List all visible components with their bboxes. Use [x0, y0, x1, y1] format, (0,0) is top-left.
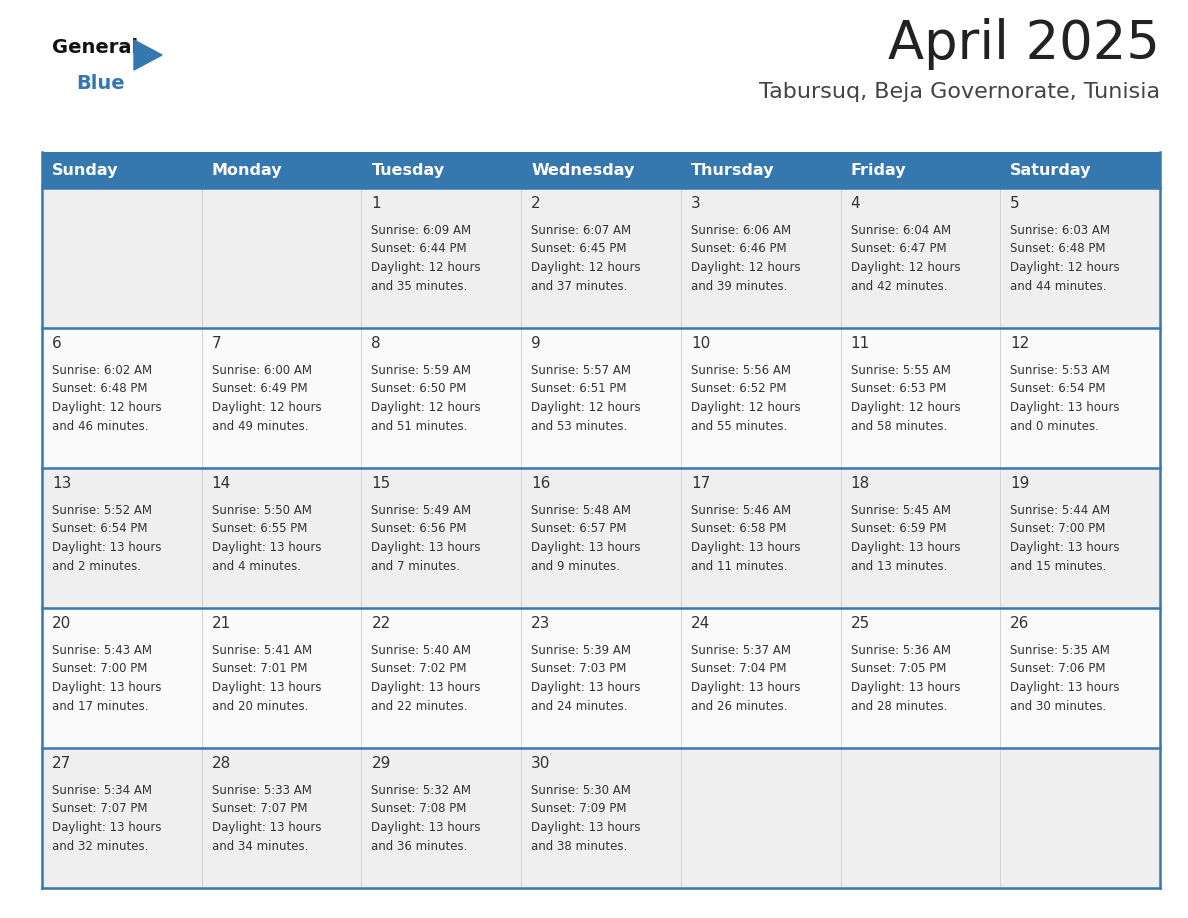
Bar [42, 608, 1159, 748]
Text: Sunrise: 5:39 AM
Sunset: 7:03 PM
Daylight: 13 hours
and 24 minutes.: Sunrise: 5:39 AM Sunset: 7:03 PM Dayligh… [531, 644, 640, 712]
Text: 19: 19 [1010, 476, 1030, 491]
Text: 5: 5 [1010, 196, 1020, 211]
Text: Sunrise: 5:35 AM
Sunset: 7:06 PM
Daylight: 13 hours
and 30 minutes.: Sunrise: 5:35 AM Sunset: 7:06 PM Dayligh… [1010, 644, 1120, 712]
Bar [42, 188, 1159, 328]
Text: 4: 4 [851, 196, 860, 211]
Bar [361, 152, 522, 188]
Text: 20: 20 [52, 616, 71, 631]
Text: Sunrise: 5:56 AM
Sunset: 6:52 PM
Daylight: 12 hours
and 55 minutes.: Sunrise: 5:56 AM Sunset: 6:52 PM Dayligh… [691, 364, 801, 432]
Text: General: General [52, 38, 138, 57]
Text: Sunrise: 5:33 AM
Sunset: 7:07 PM
Daylight: 13 hours
and 34 minutes.: Sunrise: 5:33 AM Sunset: 7:07 PM Dayligh… [211, 784, 321, 853]
Text: 9: 9 [531, 336, 541, 351]
Text: 3: 3 [691, 196, 701, 211]
Bar [42, 328, 1159, 468]
Bar [42, 748, 1159, 888]
Text: 12: 12 [1010, 336, 1030, 351]
Text: Sunrise: 6:06 AM
Sunset: 6:46 PM
Daylight: 12 hours
and 39 minutes.: Sunrise: 6:06 AM Sunset: 6:46 PM Dayligh… [691, 224, 801, 293]
Text: 30: 30 [531, 756, 550, 771]
Text: Sunrise: 5:50 AM
Sunset: 6:55 PM
Daylight: 13 hours
and 4 minutes.: Sunrise: 5:50 AM Sunset: 6:55 PM Dayligh… [211, 504, 321, 573]
Text: 23: 23 [531, 616, 550, 631]
Text: Sunrise: 5:34 AM
Sunset: 7:07 PM
Daylight: 13 hours
and 32 minutes.: Sunrise: 5:34 AM Sunset: 7:07 PM Dayligh… [52, 784, 162, 853]
Bar [681, 152, 841, 188]
Text: Sunrise: 5:44 AM
Sunset: 7:00 PM
Daylight: 13 hours
and 15 minutes.: Sunrise: 5:44 AM Sunset: 7:00 PM Dayligh… [1010, 504, 1120, 573]
Text: 28: 28 [211, 756, 230, 771]
Text: 22: 22 [372, 616, 391, 631]
Text: Sunrise: 5:52 AM
Sunset: 6:54 PM
Daylight: 13 hours
and 2 minutes.: Sunrise: 5:52 AM Sunset: 6:54 PM Dayligh… [52, 504, 162, 573]
Text: Sunrise: 5:46 AM
Sunset: 6:58 PM
Daylight: 13 hours
and 11 minutes.: Sunrise: 5:46 AM Sunset: 6:58 PM Dayligh… [691, 504, 801, 573]
Text: Sunday: Sunday [52, 162, 119, 177]
Bar [522, 152, 681, 188]
Text: Sunrise: 5:40 AM
Sunset: 7:02 PM
Daylight: 13 hours
and 22 minutes.: Sunrise: 5:40 AM Sunset: 7:02 PM Dayligh… [372, 644, 481, 712]
Text: 25: 25 [851, 616, 870, 631]
Text: 26: 26 [1010, 616, 1030, 631]
Text: Sunrise: 6:03 AM
Sunset: 6:48 PM
Daylight: 12 hours
and 44 minutes.: Sunrise: 6:03 AM Sunset: 6:48 PM Dayligh… [1010, 224, 1120, 293]
Text: Sunrise: 6:02 AM
Sunset: 6:48 PM
Daylight: 12 hours
and 46 minutes.: Sunrise: 6:02 AM Sunset: 6:48 PM Dayligh… [52, 364, 162, 432]
Text: April 2025: April 2025 [889, 18, 1159, 70]
Text: 29: 29 [372, 756, 391, 771]
Text: Sunrise: 5:59 AM
Sunset: 6:50 PM
Daylight: 12 hours
and 51 minutes.: Sunrise: 5:59 AM Sunset: 6:50 PM Dayligh… [372, 364, 481, 432]
Text: 16: 16 [531, 476, 550, 491]
Text: 15: 15 [372, 476, 391, 491]
Text: Sunrise: 6:00 AM
Sunset: 6:49 PM
Daylight: 12 hours
and 49 minutes.: Sunrise: 6:00 AM Sunset: 6:49 PM Dayligh… [211, 364, 321, 432]
Text: 2: 2 [531, 196, 541, 211]
Bar [42, 468, 1159, 608]
Text: Thursday: Thursday [691, 162, 775, 177]
Text: 13: 13 [52, 476, 71, 491]
Text: Tuesday: Tuesday [372, 162, 444, 177]
Text: Monday: Monday [211, 162, 283, 177]
Text: 6: 6 [52, 336, 62, 351]
Text: Sunrise: 5:43 AM
Sunset: 7:00 PM
Daylight: 13 hours
and 17 minutes.: Sunrise: 5:43 AM Sunset: 7:00 PM Dayligh… [52, 644, 162, 712]
Text: 27: 27 [52, 756, 71, 771]
Text: Blue: Blue [76, 74, 125, 93]
Text: Sunrise: 6:04 AM
Sunset: 6:47 PM
Daylight: 12 hours
and 42 minutes.: Sunrise: 6:04 AM Sunset: 6:47 PM Dayligh… [851, 224, 960, 293]
Text: Sunrise: 6:09 AM
Sunset: 6:44 PM
Daylight: 12 hours
and 35 minutes.: Sunrise: 6:09 AM Sunset: 6:44 PM Dayligh… [372, 224, 481, 293]
Text: Sunrise: 5:49 AM
Sunset: 6:56 PM
Daylight: 13 hours
and 7 minutes.: Sunrise: 5:49 AM Sunset: 6:56 PM Dayligh… [372, 504, 481, 573]
Text: Sunrise: 5:45 AM
Sunset: 6:59 PM
Daylight: 13 hours
and 13 minutes.: Sunrise: 5:45 AM Sunset: 6:59 PM Dayligh… [851, 504, 960, 573]
Text: Sunrise: 5:32 AM
Sunset: 7:08 PM
Daylight: 13 hours
and 36 minutes.: Sunrise: 5:32 AM Sunset: 7:08 PM Dayligh… [372, 784, 481, 853]
Text: Friday: Friday [851, 162, 906, 177]
Text: Saturday: Saturday [1010, 162, 1092, 177]
Text: Sunrise: 5:41 AM
Sunset: 7:01 PM
Daylight: 13 hours
and 20 minutes.: Sunrise: 5:41 AM Sunset: 7:01 PM Dayligh… [211, 644, 321, 712]
Text: 18: 18 [851, 476, 870, 491]
Text: Sunrise: 5:48 AM
Sunset: 6:57 PM
Daylight: 13 hours
and 9 minutes.: Sunrise: 5:48 AM Sunset: 6:57 PM Dayligh… [531, 504, 640, 573]
Text: 21: 21 [211, 616, 230, 631]
Text: Wednesday: Wednesday [531, 162, 634, 177]
Bar [1000, 152, 1159, 188]
Bar [202, 152, 361, 188]
Polygon shape [134, 40, 162, 70]
Text: 7: 7 [211, 336, 221, 351]
Text: Tabursuq, Beja Governorate, Tunisia: Tabursuq, Beja Governorate, Tunisia [759, 82, 1159, 102]
Text: Sunrise: 5:30 AM
Sunset: 7:09 PM
Daylight: 13 hours
and 38 minutes.: Sunrise: 5:30 AM Sunset: 7:09 PM Dayligh… [531, 784, 640, 853]
Text: Sunrise: 5:37 AM
Sunset: 7:04 PM
Daylight: 13 hours
and 26 minutes.: Sunrise: 5:37 AM Sunset: 7:04 PM Dayligh… [691, 644, 801, 712]
Text: 11: 11 [851, 336, 870, 351]
Text: 24: 24 [691, 616, 710, 631]
Text: Sunrise: 5:53 AM
Sunset: 6:54 PM
Daylight: 13 hours
and 0 minutes.: Sunrise: 5:53 AM Sunset: 6:54 PM Dayligh… [1010, 364, 1120, 432]
Text: 1: 1 [372, 196, 381, 211]
Bar [841, 152, 1000, 188]
Text: Sunrise: 5:57 AM
Sunset: 6:51 PM
Daylight: 12 hours
and 53 minutes.: Sunrise: 5:57 AM Sunset: 6:51 PM Dayligh… [531, 364, 640, 432]
Text: 17: 17 [691, 476, 710, 491]
Bar [42, 152, 202, 188]
Text: 8: 8 [372, 336, 381, 351]
Text: 14: 14 [211, 476, 230, 491]
Text: Sunrise: 5:36 AM
Sunset: 7:05 PM
Daylight: 13 hours
and 28 minutes.: Sunrise: 5:36 AM Sunset: 7:05 PM Dayligh… [851, 644, 960, 712]
Text: Sunrise: 6:07 AM
Sunset: 6:45 PM
Daylight: 12 hours
and 37 minutes.: Sunrise: 6:07 AM Sunset: 6:45 PM Dayligh… [531, 224, 640, 293]
Text: 10: 10 [691, 336, 710, 351]
Text: Sunrise: 5:55 AM
Sunset: 6:53 PM
Daylight: 12 hours
and 58 minutes.: Sunrise: 5:55 AM Sunset: 6:53 PM Dayligh… [851, 364, 960, 432]
